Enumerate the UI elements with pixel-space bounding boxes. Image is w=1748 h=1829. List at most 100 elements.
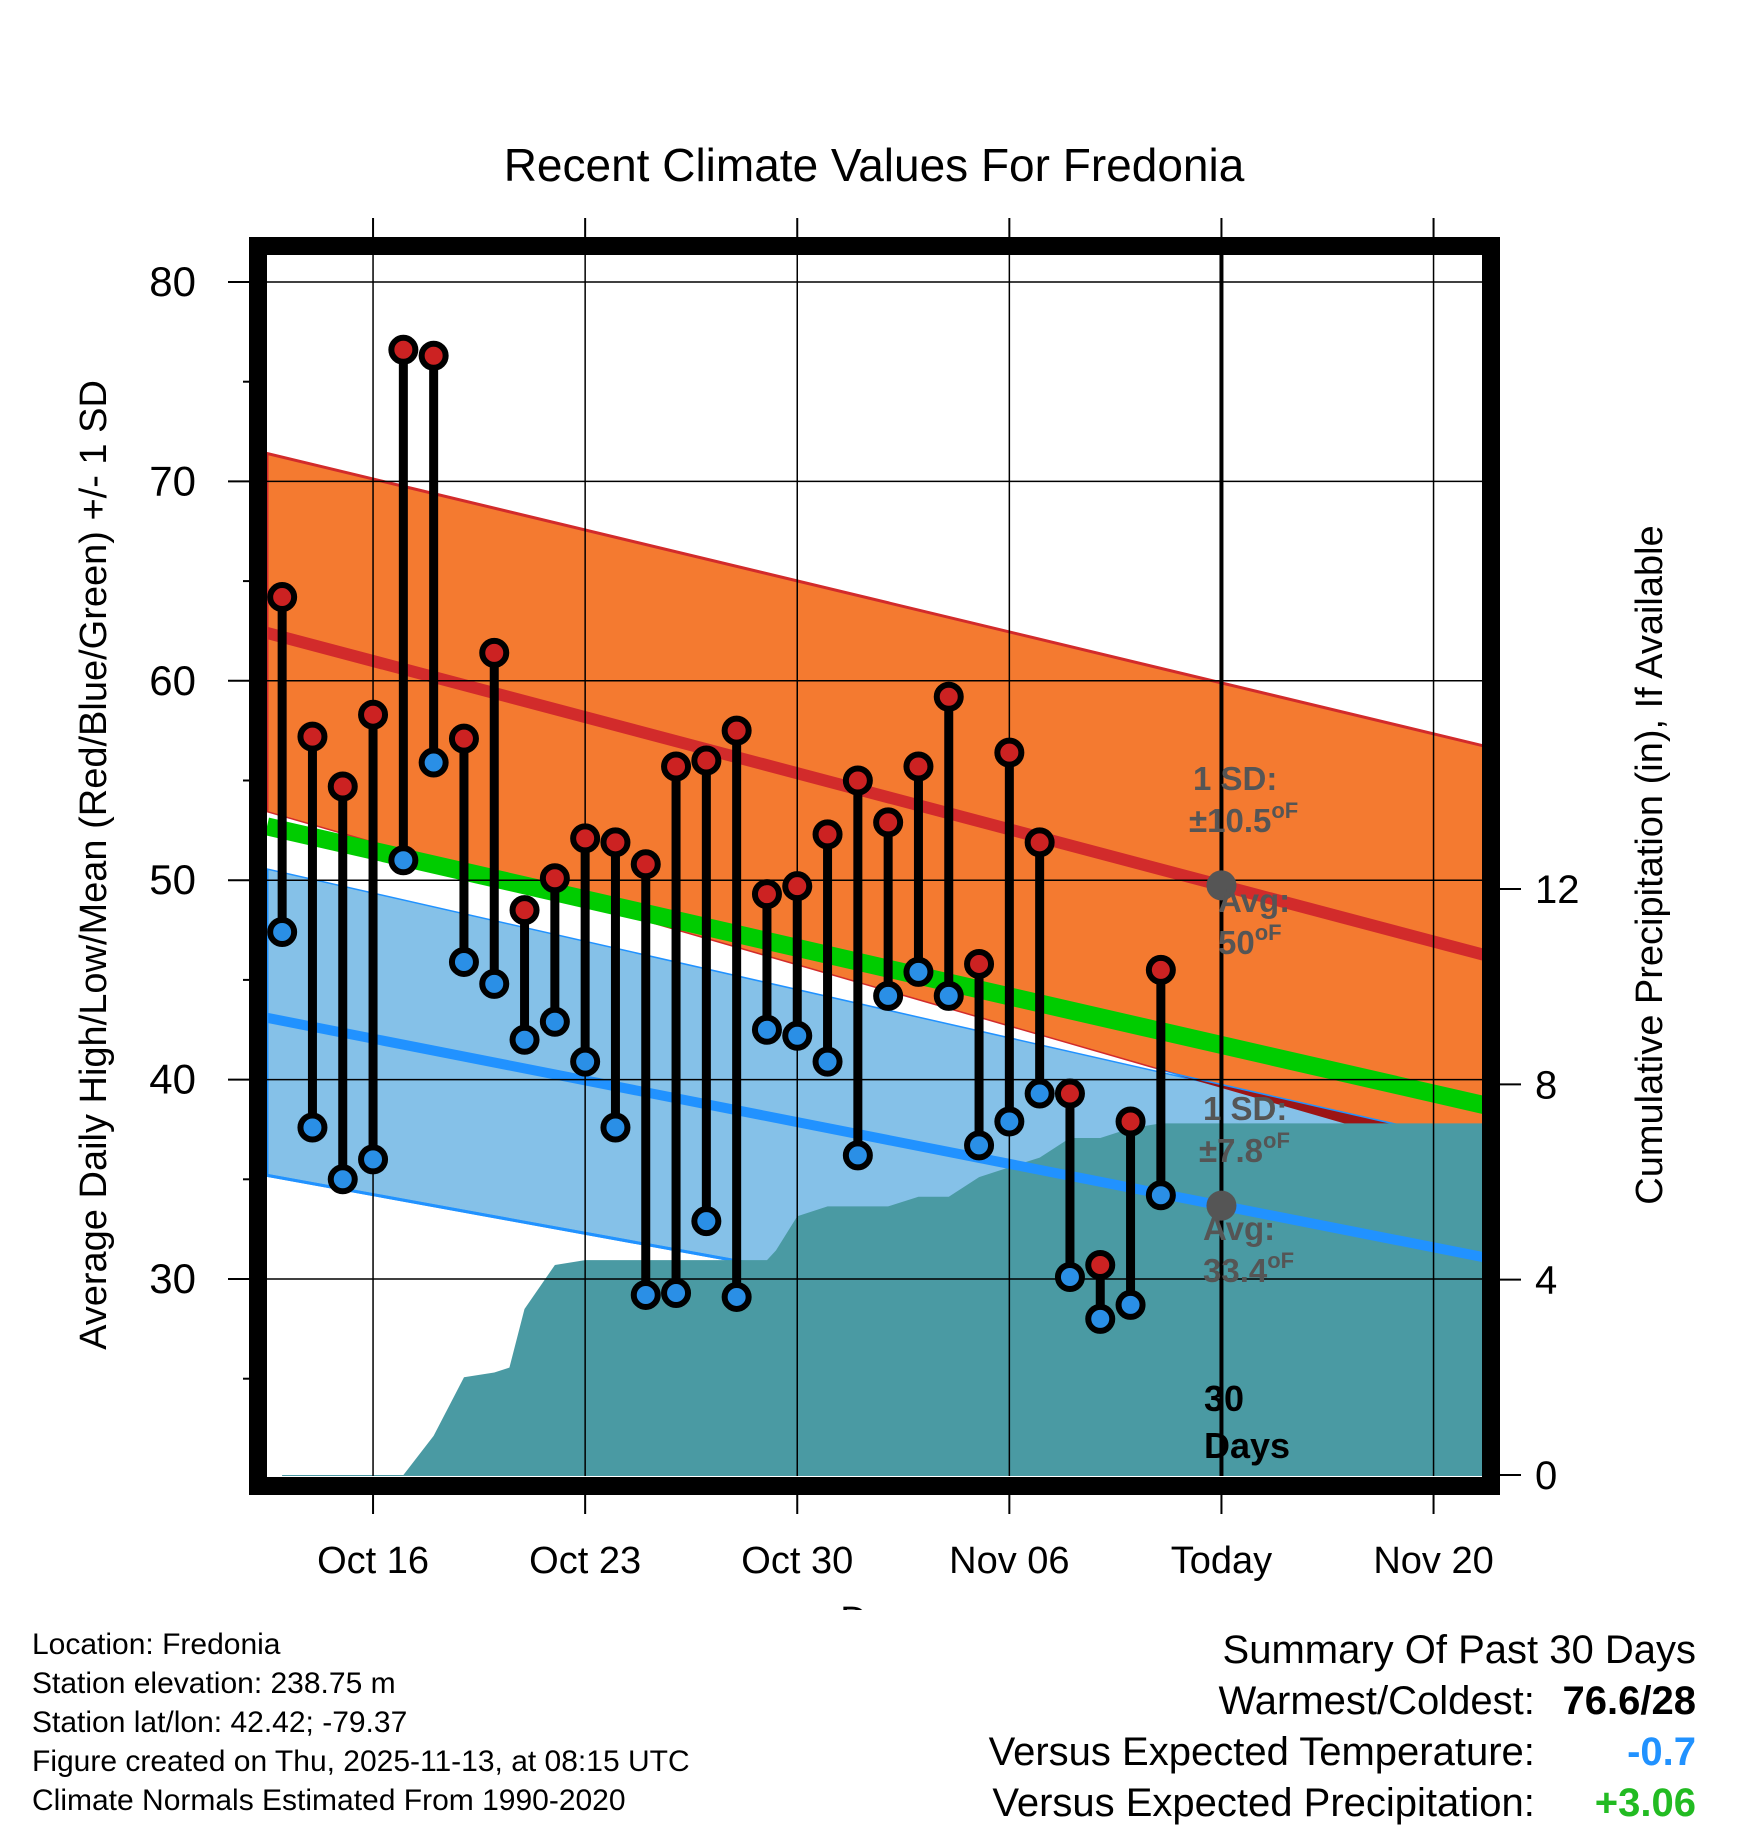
axes: 30 40 50 60 70 80 0 4 8 12 Oct 16 Oct 23 Oct 30 Nov 0… [149, 218, 1580, 1582]
precip-value: +3.06 [1594, 1781, 1696, 1825]
low-temp-point [509, 1024, 540, 1055]
low-temp-point [1115, 1289, 1146, 1320]
low-sd-unit: oF [1263, 1128, 1290, 1153]
temp-label: Versus Expected Temperature: [988, 1730, 1535, 1774]
low-temp-point [903, 956, 934, 987]
summary-panel: Summary Of Past 30 Days Warmest/Coldest:… [989, 1625, 1696, 1829]
low-average-line [267, 1012, 1482, 1262]
low-temp-point [964, 1130, 995, 1161]
low-temp-point [1085, 1303, 1116, 1334]
low-temp-point [539, 1006, 570, 1037]
high-temp-point [903, 751, 934, 782]
high-temp-point [267, 582, 298, 613]
created-text: Figure created on Thu, 2025-11-13, at 08… [32, 1745, 690, 1778]
high-temp-point [1145, 954, 1176, 985]
low-temp-point [327, 1164, 358, 1195]
low-temp-point [1054, 1262, 1085, 1293]
high-temp-point [842, 765, 873, 796]
high-sd-band [267, 451, 1482, 1165]
x-tick-label: Nov 06 [949, 1540, 1069, 1582]
low-avg-unit: oF [1267, 1248, 1294, 1273]
high-temp-point [691, 745, 722, 776]
high-temp-point [358, 699, 389, 730]
low-temp-point [721, 1281, 752, 1312]
x-tick-label: Oct 23 [529, 1540, 641, 1582]
annotations: 1 SD: ±10.5oF Avg: 50oF 1 SD: ±7.8oF Avg… [1189, 760, 1298, 1466]
low-avg-value: 33.4oF [1203, 1248, 1294, 1289]
low-temp-point [600, 1112, 631, 1143]
y2-tick-label: 8 [1535, 1063, 1557, 1107]
high-temp-point [933, 681, 964, 712]
high-avg-label: Avg: [1218, 882, 1290, 919]
x-tick-label: Nov 20 [1373, 1540, 1493, 1582]
high-temp-point [388, 334, 419, 365]
low-temp-point [267, 917, 298, 948]
high-temp-point [1054, 1078, 1085, 1109]
low-temp-point [630, 1279, 661, 1310]
high-avg-number: 50 [1218, 924, 1255, 961]
low-sd-number: ±7.8 [1199, 1132, 1263, 1169]
y-tick-label: 30 [149, 1255, 196, 1302]
warmest-row: Warmest/Coldest: 76.6/28 [989, 1676, 1697, 1727]
low-temp-point [297, 1112, 328, 1143]
high-temp-point [570, 823, 601, 854]
latlon-text: Station lat/lon: 42.42; -79.37 [32, 1706, 408, 1739]
high-temp-point [721, 715, 752, 746]
normals-text: Climate Normals Estimated From 1990-2020 [32, 1784, 626, 1817]
y2-tick-label: 4 [1535, 1259, 1557, 1303]
y2-axis-label: Cumulative Precipitation (in), If Availa… [1629, 525, 1671, 1204]
days-label: Days [1204, 1425, 1290, 1466]
y-tick-label: 40 [149, 1056, 196, 1103]
low-temp-point [691, 1206, 722, 1237]
high-temp-point [812, 819, 843, 850]
high-temp-point [782, 871, 813, 902]
high-temp-point [994, 737, 1025, 768]
high-temp-point [479, 637, 510, 668]
y-tick-label: 50 [149, 856, 196, 903]
observations [267, 334, 1176, 1334]
x-tick-label: Oct 30 [741, 1540, 853, 1582]
high-temp-point [297, 721, 328, 752]
high-temp-point [418, 340, 449, 371]
warmest-value: 76.6/28 [1562, 1679, 1696, 1723]
high-sd-number: ±10.5 [1189, 802, 1271, 839]
plot-frame [249, 237, 1500, 1495]
high-temp-point [600, 827, 631, 858]
high-temp-point [751, 879, 782, 910]
low-sd-label: 1 SD: [1203, 1090, 1287, 1127]
low-temp-point [418, 747, 449, 778]
high-temp-point [964, 948, 995, 979]
x-tick-label: Oct 16 [317, 1540, 429, 1582]
low-temp-point [388, 845, 419, 876]
low-temp-point [933, 980, 964, 1011]
y2-tick-label: 0 [1535, 1454, 1557, 1498]
low-avg-label: Avg: [1203, 1210, 1275, 1247]
high-temp-point [327, 771, 358, 802]
climate-chart: Recent Climate Values For Fredonia 1 SD:… [73, 139, 1671, 1610]
cumulative-precipitation-area [282, 1123, 1482, 1476]
high-temp-point [661, 751, 692, 782]
low-temp-point [570, 1046, 601, 1077]
temp-row: Versus Expected Temperature: -0.7 [989, 1727, 1696, 1778]
low-temp-point [782, 1020, 813, 1051]
low-temp-point [751, 1014, 782, 1045]
warmest-label: Warmest/Coldest: [1218, 1679, 1535, 1723]
high-sd-label: 1 SD: [1193, 760, 1277, 797]
y-tick-label: 80 [149, 258, 196, 305]
high-temp-point [539, 863, 570, 894]
high-temp-point [630, 849, 661, 880]
elevation-text: Station elevation: 238.75 m [32, 1667, 396, 1700]
high-sd-value: ±10.5oF [1189, 798, 1298, 839]
low-temp-point [1024, 1078, 1055, 1109]
high-temp-point [1024, 827, 1055, 858]
high-average-today-dot [1206, 870, 1237, 901]
precip-label: Versus Expected Precipitation: [992, 1781, 1535, 1825]
low-temp-point [479, 968, 510, 999]
y2-tick-label: 12 [1535, 868, 1580, 912]
low-temp-point [873, 980, 904, 1011]
high-temp-point [509, 895, 540, 926]
location-text: Location: Fredonia [32, 1628, 281, 1661]
y-tick-label: 70 [149, 457, 196, 504]
x-tick-label: Today [1171, 1540, 1272, 1582]
y-axis-label: Average Daily High/Low/Mean (Red/Blue/Gr… [73, 380, 115, 1350]
